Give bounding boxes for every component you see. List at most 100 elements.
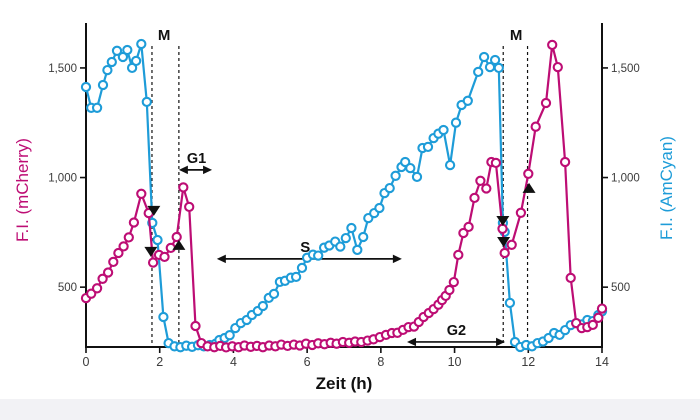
- data-point-mcherry: [523, 168, 534, 179]
- data-point-mcherry: [481, 183, 492, 194]
- data-point-amcyan: [141, 96, 152, 108]
- data-point-amcyan: [152, 234, 163, 246]
- data-point-amcyan: [411, 171, 423, 183]
- arrowhead-left: [216, 254, 226, 264]
- triangle-down-marker: [144, 246, 158, 257]
- data-point-amcyan: [358, 231, 369, 243]
- x-tick-label: 6: [304, 355, 311, 369]
- data-point-mcherry: [453, 249, 464, 261]
- data-point-amcyan: [117, 51, 129, 63]
- data-point-amcyan: [390, 170, 401, 181]
- data-point-amcyan: [438, 124, 449, 136]
- data-point-amcyan: [224, 330, 235, 341]
- data-point-amcyan: [106, 56, 117, 68]
- x-tick-label: 0: [83, 355, 90, 369]
- x-tick-label: 2: [156, 355, 163, 369]
- x-tick-label: 14: [595, 355, 609, 369]
- data-point-amcyan: [444, 159, 456, 171]
- phase-label-g1: G1: [187, 151, 206, 167]
- data-point-mcherry: [469, 192, 480, 204]
- y-tick-label-left: 1,000: [48, 173, 77, 185]
- data-point-amcyan: [384, 182, 395, 194]
- data-point-mcherry: [593, 312, 604, 323]
- y-tick-label-right: 1,500: [611, 63, 640, 75]
- data-point-mcherry: [97, 273, 108, 284]
- event-triangles: [144, 182, 536, 257]
- data-point-amcyan: [493, 62, 504, 74]
- data-point-mcherry: [587, 319, 598, 331]
- data-point-amcyan: [504, 297, 516, 309]
- x-tick-label: 8: [377, 355, 384, 369]
- x-tick-label: 10: [448, 355, 462, 369]
- arrowhead-right: [392, 254, 402, 264]
- data-point-amcyan: [158, 311, 169, 323]
- data-point-mcherry: [171, 231, 182, 243]
- data-point-amcyan: [91, 102, 103, 113]
- data-point-mcherry: [497, 223, 508, 234]
- data-point-mcherry: [147, 257, 159, 268]
- data-point-mcherry: [596, 303, 608, 314]
- data-point-amcyan: [136, 38, 147, 50]
- data-point-amcyan: [296, 262, 308, 274]
- data-point-amcyan: [450, 117, 462, 128]
- arrowhead-left: [407, 337, 417, 347]
- data-point-amcyan: [346, 222, 357, 234]
- data-point-amcyan: [257, 300, 269, 312]
- axis-ticks: 500 500 1,000 1,000 1,500 1,500 0 2 4 6 8 10 12 14: [48, 63, 640, 369]
- data-point-mcherry: [128, 217, 140, 228]
- data-point-amcyan: [473, 66, 484, 78]
- data-point-mcherry: [113, 247, 124, 259]
- data-point-mcherry: [540, 97, 552, 109]
- data-point-amcyan: [80, 81, 92, 93]
- data-point-amcyan: [335, 241, 346, 252]
- data-point-amcyan: [489, 54, 501, 66]
- arrowhead-right: [496, 337, 506, 347]
- data-point-amcyan: [462, 95, 473, 106]
- data-point-amcyan: [352, 244, 363, 256]
- triangle-down-marker: [497, 236, 511, 247]
- arrowhead-right: [203, 165, 213, 175]
- phase-label-g2: G2: [447, 323, 466, 339]
- data-point-amcyan: [313, 250, 324, 261]
- data-point-mcherry: [190, 320, 201, 332]
- data-point-mcherry: [559, 156, 571, 168]
- data-point-mcherry: [178, 182, 189, 193]
- data-point-mcherry: [184, 201, 195, 213]
- x-axis-title: Zeit (h): [316, 374, 373, 393]
- data-point-amcyan: [290, 271, 302, 283]
- triangle-up-marker: [172, 239, 186, 250]
- data-point-mcherry: [102, 267, 114, 278]
- axis-titles: Zeit (h) F.I. (mCherry) F.I. (AmCyan): [13, 136, 676, 393]
- data-point-mcherry: [499, 247, 510, 259]
- y-tick-label-right: 500: [611, 282, 630, 294]
- phase-label-s: S: [300, 239, 310, 256]
- data-point-amcyan: [340, 232, 351, 244]
- data-point-amcyan: [102, 64, 113, 76]
- data-point-amcyan: [405, 162, 416, 174]
- data-point-mcherry: [91, 283, 103, 294]
- data-point-mcherry: [463, 221, 474, 233]
- data-point-mcherry: [159, 251, 170, 263]
- data-point-amcyan: [122, 44, 133, 56]
- data-point-mcherry: [552, 61, 563, 73]
- y-tick-label-left: 500: [58, 282, 77, 294]
- y-axis-title-mcherry: F.I. (mCherry): [13, 138, 32, 242]
- m-phase-label: M: [158, 27, 171, 44]
- x-tick-label: 12: [521, 355, 535, 369]
- data-point-mcherry: [444, 284, 455, 296]
- y-axis-title-amcyan: F.I. (AmCyan): [657, 136, 676, 240]
- data-point-mcherry: [136, 188, 147, 199]
- bottom-margin-strip: [0, 399, 700, 420]
- y-tick-label-left: 1,500: [48, 63, 77, 75]
- triangle-up-marker: [522, 182, 536, 193]
- triangle-down-marker: [147, 205, 161, 216]
- data-point-amcyan: [374, 202, 385, 214]
- data-point-mcherry: [118, 241, 129, 252]
- data-point-mcherry: [490, 157, 502, 169]
- m-phase-label: M: [510, 27, 523, 44]
- data-point-mcherry: [515, 207, 527, 218]
- data-point-amcyan: [422, 141, 434, 153]
- arrowhead-left: [178, 165, 188, 175]
- triangle-down-marker: [496, 215, 510, 226]
